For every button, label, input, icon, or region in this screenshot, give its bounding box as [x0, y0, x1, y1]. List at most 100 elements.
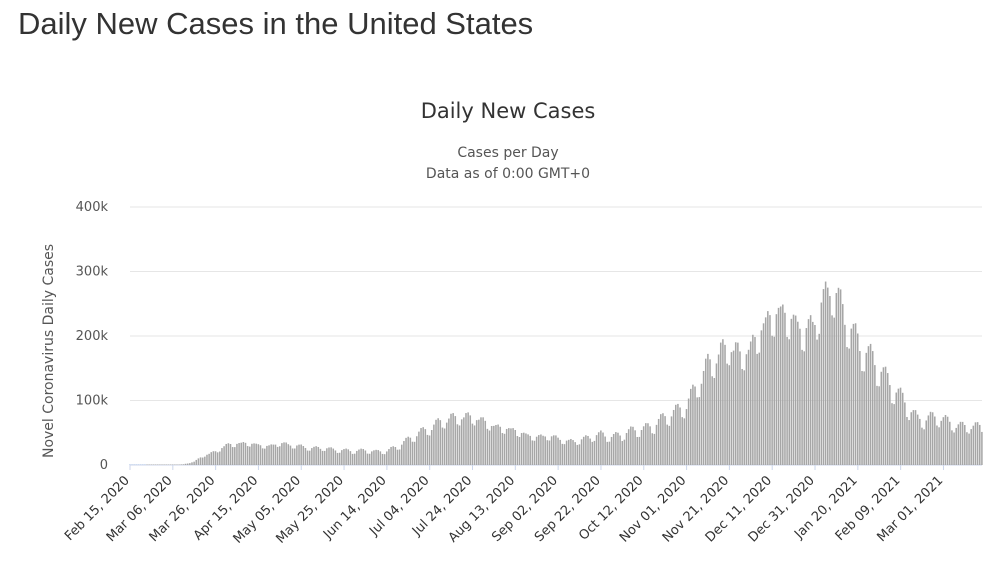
daily-bar[interactable] — [236, 443, 238, 465]
daily-bar[interactable] — [174, 464, 176, 466]
daily-bar[interactable] — [966, 432, 968, 465]
daily-bar[interactable] — [351, 453, 354, 465]
daily-bar[interactable] — [794, 315, 797, 465]
daily-bar[interactable] — [219, 451, 221, 465]
daily-bar[interactable] — [246, 446, 249, 465]
daily-bar[interactable] — [974, 422, 977, 465]
daily-bar[interactable] — [135, 464, 138, 466]
daily-bar[interactable] — [259, 445, 262, 465]
daily-bar[interactable] — [606, 441, 609, 465]
daily-bar[interactable] — [550, 436, 553, 465]
daily-bar[interactable] — [574, 442, 576, 465]
daily-bar[interactable] — [824, 281, 827, 465]
daily-bar[interactable] — [362, 449, 365, 465]
daily-bar[interactable] — [587, 435, 589, 465]
daily-bar[interactable] — [683, 418, 686, 465]
daily-bar[interactable] — [223, 446, 225, 465]
daily-bar[interactable] — [148, 464, 150, 466]
daily-bar[interactable] — [268, 445, 270, 465]
daily-bar[interactable] — [951, 430, 953, 465]
daily-bar[interactable] — [428, 435, 431, 466]
daily-bar[interactable] — [732, 350, 735, 465]
daily-bar[interactable] — [895, 392, 898, 465]
daily-bar[interactable] — [769, 315, 771, 465]
daily-bar[interactable] — [621, 441, 624, 465]
daily-bar[interactable] — [405, 437, 407, 465]
daily-bar[interactable] — [670, 416, 673, 465]
daily-bar[interactable] — [653, 433, 656, 465]
daily-bar[interactable] — [711, 376, 713, 465]
daily-bar[interactable] — [664, 416, 666, 465]
daily-bar[interactable] — [520, 433, 523, 465]
daily-bar[interactable] — [497, 424, 499, 465]
daily-bar[interactable] — [856, 333, 859, 465]
daily-bar[interactable] — [912, 410, 915, 465]
daily-bar[interactable] — [338, 452, 341, 465]
daily-bar[interactable] — [660, 414, 662, 465]
daily-bar[interactable] — [700, 383, 703, 465]
daily-bar[interactable] — [702, 370, 705, 465]
daily-bar[interactable] — [831, 315, 833, 465]
daily-bar[interactable] — [514, 430, 516, 465]
daily-bar[interactable] — [238, 443, 240, 465]
daily-bar[interactable] — [585, 435, 587, 465]
daily-bar[interactable] — [777, 307, 780, 465]
daily-bar[interactable] — [484, 420, 487, 465]
daily-bar[interactable] — [272, 444, 275, 465]
daily-bar[interactable] — [919, 418, 921, 465]
daily-bar[interactable] — [698, 397, 701, 465]
daily-bar[interactable] — [582, 436, 585, 465]
daily-bar[interactable] — [437, 418, 439, 465]
daily-bar[interactable] — [559, 439, 561, 465]
daily-bar[interactable] — [672, 409, 675, 465]
daily-bar[interactable] — [251, 443, 253, 465]
daily-bar[interactable] — [542, 435, 544, 465]
daily-bar[interactable] — [760, 330, 763, 465]
daily-bar[interactable] — [726, 363, 728, 465]
daily-bar[interactable] — [812, 321, 814, 465]
daily-bar[interactable] — [889, 385, 891, 465]
daily-bar[interactable] — [182, 464, 185, 465]
daily-bar[interactable] — [580, 439, 583, 465]
daily-bar[interactable] — [364, 450, 367, 466]
daily-bar[interactable] — [141, 464, 144, 466]
daily-bar[interactable] — [452, 413, 454, 465]
daily-bar[interactable] — [724, 344, 726, 465]
daily-bar[interactable] — [356, 450, 358, 465]
daily-bar[interactable] — [632, 426, 634, 465]
daily-bar[interactable] — [195, 459, 198, 465]
daily-bar[interactable] — [927, 415, 930, 465]
daily-bar[interactable] — [752, 334, 754, 465]
daily-bar[interactable] — [797, 321, 799, 465]
daily-bar[interactable] — [448, 418, 450, 465]
daily-bar[interactable] — [846, 347, 848, 465]
daily-bar[interactable] — [216, 452, 219, 465]
daily-bar[interactable] — [897, 388, 900, 465]
daily-bar[interactable] — [257, 444, 260, 465]
daily-bar[interactable] — [508, 428, 510, 465]
daily-bar[interactable] — [531, 440, 534, 465]
daily-bar[interactable] — [285, 442, 287, 466]
daily-bar[interactable] — [499, 426, 502, 465]
daily-bar[interactable] — [863, 371, 865, 465]
daily-bar[interactable] — [315, 446, 317, 465]
daily-bar[interactable] — [972, 425, 975, 465]
daily-bar[interactable] — [204, 456, 206, 465]
daily-bar[interactable] — [707, 353, 709, 465]
daily-bar[interactable] — [300, 444, 302, 465]
daily-bar[interactable] — [662, 413, 664, 465]
daily-bar[interactable] — [722, 339, 724, 465]
daily-bar[interactable] — [274, 444, 277, 465]
daily-bar[interactable] — [756, 353, 758, 465]
daily-bar[interactable] — [443, 428, 446, 466]
daily-bar[interactable] — [589, 438, 591, 465]
daily-bar[interactable] — [465, 413, 467, 465]
daily-bar[interactable] — [473, 425, 476, 465]
daily-bar[interactable] — [529, 435, 531, 465]
daily-bar[interactable] — [281, 443, 283, 465]
daily-bar[interactable] — [767, 311, 769, 465]
daily-bar[interactable] — [876, 385, 878, 465]
daily-bar[interactable] — [908, 420, 910, 465]
daily-bar[interactable] — [593, 440, 596, 465]
daily-bar[interactable] — [799, 328, 801, 465]
